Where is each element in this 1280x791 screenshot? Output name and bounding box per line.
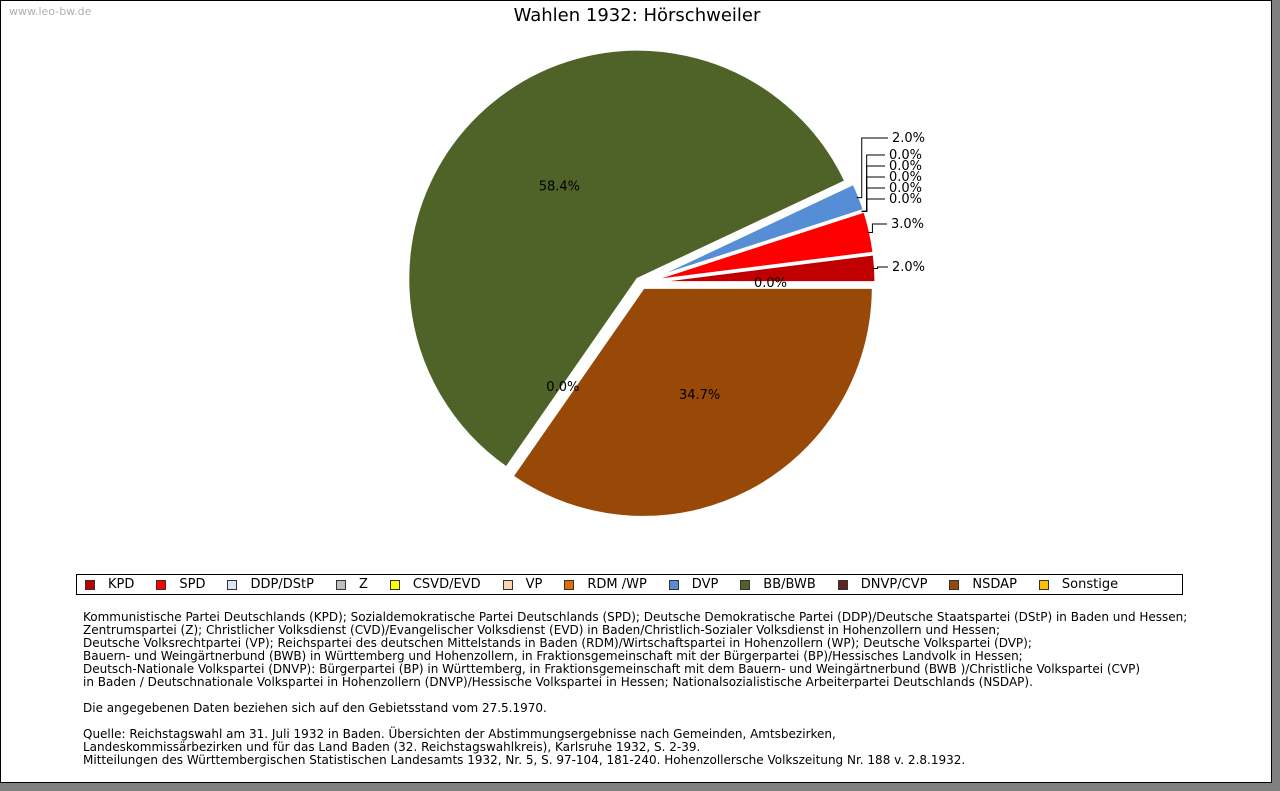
- legend-item-rdm-wp: RDM /WP: [564, 577, 647, 592]
- notes-party-line: Kommunistische Partei Deutschlands (KPD)…: [83, 610, 1188, 624]
- notes-party-line: Deutsche Volksrechtpartei (VP); Reichspa…: [83, 636, 1032, 650]
- legend-label: DDP/DStP: [250, 577, 314, 592]
- pie-label-ddp-dstp: 0.0%: [889, 148, 922, 163]
- notes-party-line: in Baden / Deutschnationale Volkspartei …: [83, 675, 1033, 689]
- legend-label: Z: [358, 577, 368, 592]
- legend: KPD SPD DDP/DStP Z CSVD/EVD VP RDM /WP DVP BB/BW…: [76, 574, 1183, 595]
- notes: Kommunistische Partei Deutschlands (KPD)…: [83, 611, 1233, 767]
- legend-label: NSDAP: [972, 577, 1017, 592]
- legend-item-spd: SPD: [156, 577, 205, 592]
- legend-swatch: [227, 579, 238, 590]
- pie-slice-bb-bwb: [406, 47, 848, 470]
- legend-label: SPD: [179, 577, 206, 592]
- notes-source-line: Landeskommissärbezirken und für das Land…: [83, 740, 701, 754]
- notes-party-line: Deutsch-Nationale Volkspartei (DNVP): Bü…: [83, 662, 1141, 676]
- pie-label-spd: 3.0%: [891, 217, 924, 232]
- legend-swatch: [502, 579, 513, 590]
- pie-slice-nsdap: [510, 285, 875, 519]
- pie-label-rdm-wp: 0.0%: [889, 192, 922, 207]
- leader-line-csvd-evd: [861, 176, 885, 212]
- legend-label: CSVD/EVD: [412, 577, 481, 592]
- legend-swatch: [740, 579, 751, 590]
- notes-source-line: Mitteilungen des Württembergischen Stati…: [83, 753, 966, 767]
- legend-label: DNVP/CVP: [860, 577, 928, 592]
- legend-swatch: [668, 579, 679, 590]
- legend-item-z: Z: [335, 577, 368, 592]
- legend-item-kpd: KPD: [85, 577, 134, 592]
- legend-swatch: [85, 579, 95, 590]
- pie-label-csvd-evd: 0.0%: [889, 170, 922, 185]
- legend-label: KPD: [108, 577, 135, 592]
- legend-label: VP: [525, 577, 543, 592]
- leader-line-z: [861, 165, 885, 212]
- legend-swatch: [837, 579, 848, 590]
- leader-line-kpd: [872, 266, 888, 269]
- legend-item-ddp-dstp: DDP/DStP: [227, 577, 314, 592]
- leader-line-dvp: [856, 137, 888, 199]
- leader-line-rdm-wp: [861, 198, 885, 212]
- legend-item-dvp: DVP: [668, 577, 719, 592]
- pie-label-dvp: 2.0%: [892, 131, 925, 146]
- legend-swatch: [564, 579, 575, 590]
- pie-label-nsdap: 34.7%: [679, 388, 720, 403]
- chart-title: Wahlen 1932: Hörschweiler: [513, 5, 761, 26]
- pie-label-vp: 0.0%: [889, 181, 922, 196]
- pie-label-dnvp-cvp: 0.0%: [546, 380, 579, 395]
- legend-label: BB/BWB: [763, 577, 816, 592]
- pie-chart: 58.4%0.0%34.7%0.0%2.0%3.0%0.0%0.0%0.0%0.…: [406, 47, 925, 519]
- legend-swatch: [335, 579, 346, 590]
- legend-item-bb-bwb: BB/BWB: [740, 577, 816, 592]
- pie-label-z: 0.0%: [889, 159, 922, 174]
- pie-label-sonstige: 0.0%: [754, 276, 787, 291]
- pie-label-bb-bwb: 58.4%: [539, 179, 580, 194]
- leader-line-ddp-dstp: [861, 154, 885, 212]
- legend-swatch: [389, 579, 400, 590]
- notes-party-line: Zentrumspartei (Z); Christlicher Volksdi…: [83, 623, 1001, 637]
- legend-label: Sonstige: [1061, 577, 1119, 592]
- notes-source-line: Quelle: Reichstagswahl am 31. Juli 1932 …: [83, 727, 836, 741]
- legend-swatch: [949, 579, 960, 590]
- watermark: www.leo-bw.de: [9, 5, 92, 18]
- notes-party-line: Bauern- und Weingärtnerbund (BWB) in Wür…: [83, 649, 1023, 663]
- leader-line-spd: [867, 223, 887, 233]
- legend-label: RDM /WP: [587, 577, 647, 592]
- legend-item-sonstige: Sonstige: [1038, 577, 1119, 592]
- legend-item-csvd-evd: CSVD/EVD: [389, 577, 481, 592]
- legend-swatch: [1038, 579, 1049, 590]
- legend-item-dnvp-cvp: DNVP/CVP: [837, 577, 928, 592]
- legend-label: DVP: [691, 577, 719, 592]
- legend-swatch: [156, 579, 167, 590]
- pie-label-kpd: 2.0%: [892, 260, 925, 275]
- notes-territory: Die angegebenen Daten beziehen sich auf …: [83, 701, 547, 715]
- legend-item-vp: VP: [502, 577, 543, 592]
- legend-item-nsdap: NSDAP: [949, 577, 1017, 592]
- pie-slice-dvp: [644, 181, 866, 283]
